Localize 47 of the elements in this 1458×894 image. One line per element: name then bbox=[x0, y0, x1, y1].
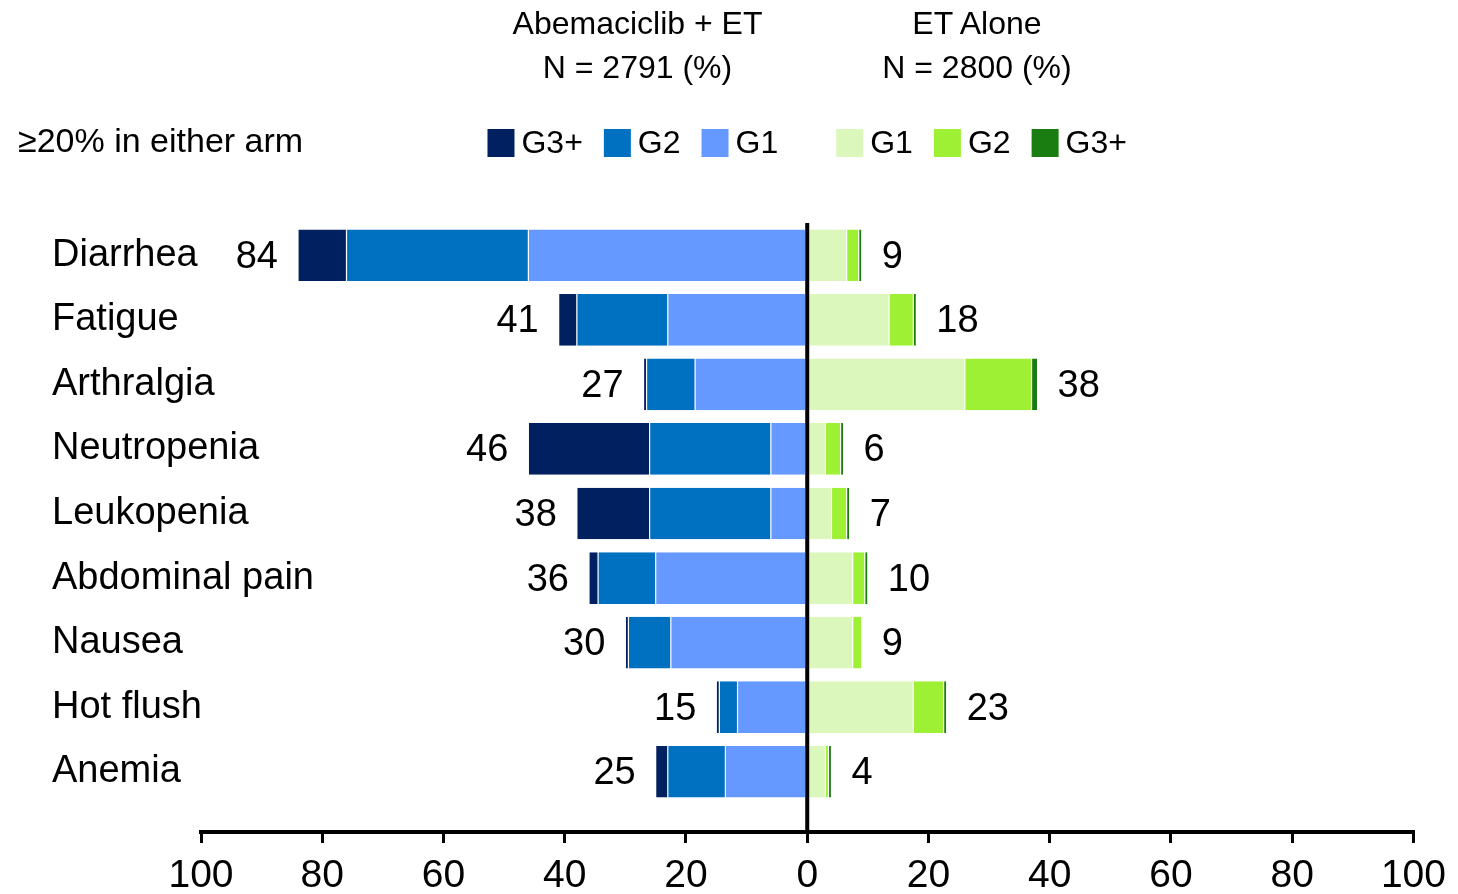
x-tick-label: 80 bbox=[300, 851, 344, 894]
text: 15 bbox=[654, 685, 697, 728]
y-tick-label: Leukopenia bbox=[52, 489, 250, 532]
text: 4 bbox=[851, 750, 873, 793]
x-tick-label: 60 bbox=[421, 851, 466, 894]
legend-label: G1 bbox=[735, 123, 779, 160]
y-tick-label: Nausea bbox=[52, 619, 184, 662]
text: 9 bbox=[881, 233, 903, 276]
legend-label: G1 bbox=[870, 123, 913, 160]
text: 84 bbox=[235, 233, 278, 276]
legend-label: G3+ bbox=[1065, 123, 1127, 160]
text: 7 bbox=[869, 491, 891, 534]
text: 18 bbox=[936, 298, 979, 341]
x-tick-label: 100 bbox=[1380, 851, 1446, 894]
text: 30 bbox=[563, 621, 606, 664]
text: 6 bbox=[863, 427, 885, 470]
text: 25 bbox=[593, 750, 636, 793]
y-tick-label: Hot flush bbox=[52, 683, 202, 726]
x-tick-label: 0 bbox=[796, 851, 819, 894]
text: 27 bbox=[581, 362, 624, 405]
text: 36 bbox=[526, 556, 569, 599]
y-tick-label: Neutropenia bbox=[52, 425, 260, 468]
text: 41 bbox=[496, 298, 539, 341]
y-tick-label: Arthralgia bbox=[52, 360, 216, 403]
legend-label: G2 bbox=[637, 123, 681, 160]
y-tick-label: Fatigue bbox=[52, 296, 179, 339]
y-tick-label: Diarrhea bbox=[52, 231, 199, 274]
x-tick-label: 60 bbox=[1149, 851, 1193, 894]
text: 46 bbox=[466, 427, 509, 470]
legend-label: G3+ bbox=[521, 123, 583, 160]
x-tick-label: 80 bbox=[1270, 851, 1314, 894]
x-tick-label: 100 bbox=[168, 851, 234, 894]
x-tick-label: 20 bbox=[664, 851, 708, 894]
text: 38 bbox=[1057, 362, 1100, 405]
y-tick-label: Anemia bbox=[52, 748, 182, 791]
text: 9 bbox=[881, 621, 903, 664]
text: Abemaciclib + ET N = 2791 (%) bbox=[512, 4, 763, 85]
legend-label: G2 bbox=[967, 123, 1011, 160]
text: ET Alone N = 2800 (%) bbox=[882, 4, 1072, 85]
text: 38 bbox=[514, 491, 557, 534]
text: ≥20% in either arm bbox=[18, 121, 304, 160]
x-tick-label: 40 bbox=[543, 851, 587, 894]
text: 10 bbox=[887, 556, 931, 599]
text: 23 bbox=[966, 685, 1009, 728]
x-tick-label: 20 bbox=[906, 851, 951, 894]
x-tick-label: 40 bbox=[1028, 851, 1072, 894]
y-tick-label: Abdominal pain bbox=[52, 554, 314, 597]
